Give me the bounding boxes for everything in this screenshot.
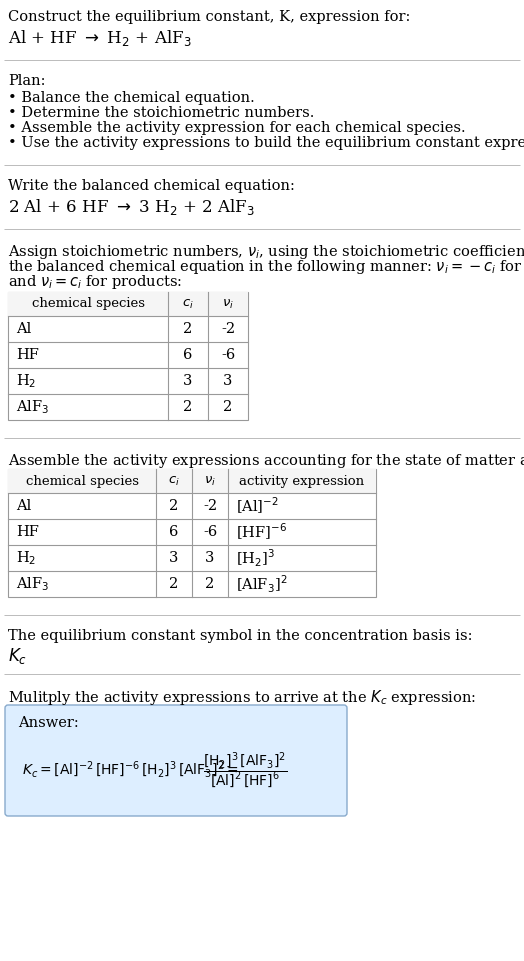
Text: [AlF$_3$]$^2$: [AlF$_3$]$^2$ — [236, 574, 288, 595]
Text: 2: 2 — [183, 322, 193, 336]
Text: Mulitply the activity expressions to arrive at the $K_c$ expression:: Mulitply the activity expressions to arr… — [8, 688, 476, 707]
Text: 3: 3 — [223, 374, 233, 388]
FancyBboxPatch shape — [5, 705, 347, 816]
Text: Al + HF $\rightarrow$ H$_2$ + AlF$_3$: Al + HF $\rightarrow$ H$_2$ + AlF$_3$ — [8, 28, 191, 48]
Text: HF: HF — [16, 525, 39, 539]
Bar — [8, 469, 376, 493]
Text: the balanced chemical equation in the following manner: $\nu_i = -c_i$ for react: the balanced chemical equation in the fo… — [8, 258, 524, 276]
Text: $\nu_i$: $\nu_i$ — [222, 298, 234, 310]
Text: • Determine the stoichiometric numbers.: • Determine the stoichiometric numbers. — [8, 106, 314, 120]
Text: 2: 2 — [169, 577, 179, 591]
Text: Assign stoichiometric numbers, $\nu_i$, using the stoichiometric coefficients, $: Assign stoichiometric numbers, $\nu_i$, … — [8, 243, 524, 261]
Text: Al: Al — [16, 499, 31, 513]
Text: [HF]$^{-6}$: [HF]$^{-6}$ — [236, 522, 287, 542]
Text: 2: 2 — [205, 577, 215, 591]
Text: $K_c = \mathrm{[Al]}^{-2}\,\mathrm{[HF]}^{-6}\,\mathrm{[H_2]}^3\,\mathrm{[AlF_3]: $K_c = \mathrm{[Al]}^{-2}\,\mathrm{[HF]}… — [22, 760, 238, 780]
Text: 3: 3 — [183, 374, 193, 388]
Text: AlF$_3$: AlF$_3$ — [16, 398, 49, 416]
Text: -2: -2 — [221, 322, 235, 336]
Text: HF: HF — [16, 348, 39, 362]
Text: chemical species: chemical species — [31, 298, 145, 310]
Text: • Use the activity expressions to build the equilibrium constant expression.: • Use the activity expressions to build … — [8, 136, 524, 150]
Text: 3: 3 — [169, 551, 179, 565]
Text: -2: -2 — [203, 499, 217, 513]
Text: • Balance the chemical equation.: • Balance the chemical equation. — [8, 91, 255, 105]
Text: H$_2$: H$_2$ — [16, 549, 36, 567]
Text: • Assemble the activity expression for each chemical species.: • Assemble the activity expression for e… — [8, 121, 466, 135]
Text: 2: 2 — [169, 499, 179, 513]
Text: Assemble the activity expressions accounting for the state of matter and $\nu_i$: Assemble the activity expressions accoun… — [8, 452, 524, 470]
Text: 6: 6 — [183, 348, 193, 362]
Bar — [8, 292, 248, 420]
Text: 2 Al + 6 HF $\rightarrow$ 3 H$_2$ + 2 AlF$_3$: 2 Al + 6 HF $\rightarrow$ 3 H$_2$ + 2 Al… — [8, 197, 255, 217]
Text: The equilibrium constant symbol in the concentration basis is:: The equilibrium constant symbol in the c… — [8, 629, 473, 643]
Text: [H$_2$]$^3$: [H$_2$]$^3$ — [236, 548, 275, 569]
Text: Construct the equilibrium constant, K, expression for:: Construct the equilibrium constant, K, e… — [8, 10, 410, 24]
Text: activity expression: activity expression — [239, 475, 365, 487]
Text: 2: 2 — [183, 400, 193, 414]
Text: Answer:: Answer: — [18, 716, 79, 730]
Text: Al: Al — [16, 322, 31, 336]
Text: and $\nu_i = c_i$ for products:: and $\nu_i = c_i$ for products: — [8, 273, 182, 291]
Text: Plan:: Plan: — [8, 74, 46, 88]
Text: $K_c$: $K_c$ — [8, 646, 27, 666]
Text: $c_i$: $c_i$ — [168, 475, 180, 487]
Text: 2: 2 — [223, 400, 233, 414]
Text: $\nu_i$: $\nu_i$ — [204, 475, 216, 487]
Text: $c_i$: $c_i$ — [182, 298, 194, 310]
Text: -6: -6 — [203, 525, 217, 539]
Bar — [8, 469, 376, 597]
Text: $\dfrac{\mathrm{[H_2]}^3\,\mathrm{[AlF_3]}^2}{\mathrm{[Al]}^2\,\mathrm{[HF]}^6}$: $\dfrac{\mathrm{[H_2]}^3\,\mathrm{[AlF_3… — [203, 751, 288, 790]
Bar — [8, 292, 248, 316]
Text: [Al]$^{-2}$: [Al]$^{-2}$ — [236, 496, 279, 516]
Text: H$_2$: H$_2$ — [16, 372, 36, 390]
Text: chemical species: chemical species — [26, 475, 138, 487]
Text: 6: 6 — [169, 525, 179, 539]
Text: Write the balanced chemical equation:: Write the balanced chemical equation: — [8, 179, 295, 193]
Text: 3: 3 — [205, 551, 215, 565]
Text: AlF$_3$: AlF$_3$ — [16, 575, 49, 593]
Text: -6: -6 — [221, 348, 235, 362]
